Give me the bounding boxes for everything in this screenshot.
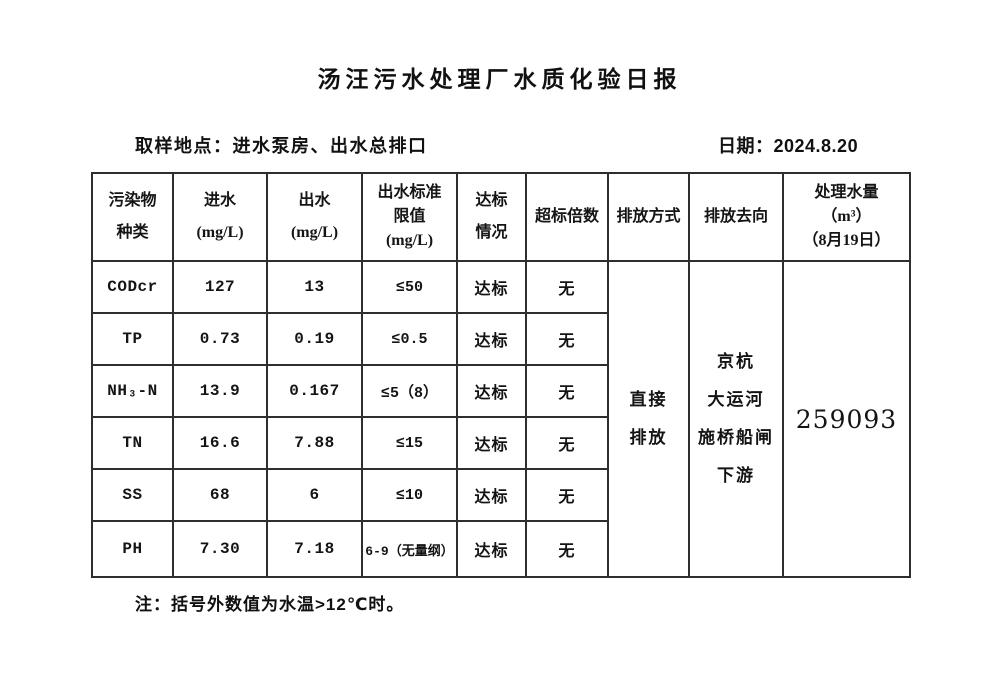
header-effluent-limit: 出水标准 限值 (mg/L) <box>361 172 458 262</box>
effluent-value: 0.19 <box>266 312 363 366</box>
limit-value: ≤5（8） <box>361 364 458 418</box>
status-value: 达标 <box>456 364 527 418</box>
limit-value: ≤0.5 <box>361 312 458 366</box>
influent-value: 68 <box>172 468 268 522</box>
header-compliance-status: 达标 情况 <box>456 172 527 262</box>
exceed-value: 无 <box>525 312 609 366</box>
status-value: 达标 <box>456 468 527 522</box>
water-quality-table: 污染物 种类 进水 (mg/L) 出水 (mg/L) 出水标准 限值 (mg/L… <box>91 172 911 578</box>
discharge-destination-cell: 京杭 大运河 施桥船闸 下游 <box>688 260 784 578</box>
table-header-row: 污染物 种类 进水 (mg/L) 出水 (mg/L) 出水标准 限值 (mg/L… <box>91 172 911 262</box>
limit-value: ≤50 <box>361 260 458 314</box>
report-title: 汤汪污水处理厂水质化验日报 <box>317 66 682 92</box>
pollutant-name: PH <box>91 520 174 578</box>
header-discharge-destination: 排放去向 <box>688 172 784 262</box>
pollutant-name: TP <box>91 312 174 366</box>
status-value: 达标 <box>456 260 527 314</box>
table-row-tp: TP 0.73 0.19 ≤0.5 达标 无 <box>91 312 910 366</box>
pollutant-name: CODcr <box>91 260 174 314</box>
effluent-value: 13 <box>266 260 363 314</box>
table-footnote: 注：括号外数值为水温>12℃时。 <box>135 595 405 614</box>
limit-value: ≤15 <box>361 416 458 470</box>
table-row-codcr: CODcr 127 13 ≤50 达标 无 直接 排放 京杭 大运河 施桥船闸 … <box>91 260 911 578</box>
status-value: 达标 <box>456 416 527 470</box>
influent-value: 13.9 <box>172 364 268 418</box>
table-row-nh3n: NH₃-N 13.9 0.167 ≤5（8） 达标 无 <box>91 364 910 418</box>
exceed-value: 无 <box>525 364 609 418</box>
exceed-value: 无 <box>525 260 609 314</box>
treated-volume-cell: 259093 <box>782 260 911 578</box>
influent-value: 127 <box>172 260 268 314</box>
header-pollutant-type: 污染物 种类 <box>91 172 174 262</box>
limit-value: ≤10 <box>361 468 458 522</box>
pollutant-name: NH₃-N <box>91 364 174 418</box>
influent-value: 0.73 <box>172 312 268 366</box>
pollutant-name: TN <box>91 416 174 470</box>
report-date-label: 日期：2024.8.20 <box>718 136 859 156</box>
header-exceed-multiple: 超标倍数 <box>525 172 609 262</box>
sampling-point-label: 取样地点：进水泵房、出水总排口 <box>135 136 428 156</box>
effluent-value: 7.88 <box>266 416 363 470</box>
effluent-value: 7.18 <box>266 520 363 578</box>
exceed-value: 无 <box>525 520 609 578</box>
effluent-value: 6 <box>266 468 363 522</box>
exceed-value: 无 <box>525 468 609 522</box>
status-value: 达标 <box>456 520 527 578</box>
table-row-tn: TN 16.6 7.88 ≤15 达标 无 <box>91 416 910 470</box>
limit-value: 6-9（无量纲） <box>361 520 458 578</box>
table-row-ph: PH 7.30 7.18 6-9（无量纲） 达标 无 <box>91 520 910 578</box>
header-influent: 进水 (mg/L) <box>172 172 268 262</box>
table-row-ss: SS 68 6 ≤10 达标 无 <box>91 468 910 522</box>
exceed-value: 无 <box>525 416 609 470</box>
header-discharge-method: 排放方式 <box>607 172 690 262</box>
influent-value: 7.30 <box>172 520 268 578</box>
effluent-value: 0.167 <box>266 364 363 418</box>
discharge-method-cell: 直接 排放 <box>607 260 690 578</box>
pollutant-name: SS <box>91 468 174 522</box>
header-treated-volume: 处理水量 （m³） （8月19日） <box>782 172 911 262</box>
status-value: 达标 <box>456 312 527 366</box>
influent-value: 16.6 <box>172 416 268 470</box>
header-effluent: 出水 (mg/L) <box>266 172 363 262</box>
